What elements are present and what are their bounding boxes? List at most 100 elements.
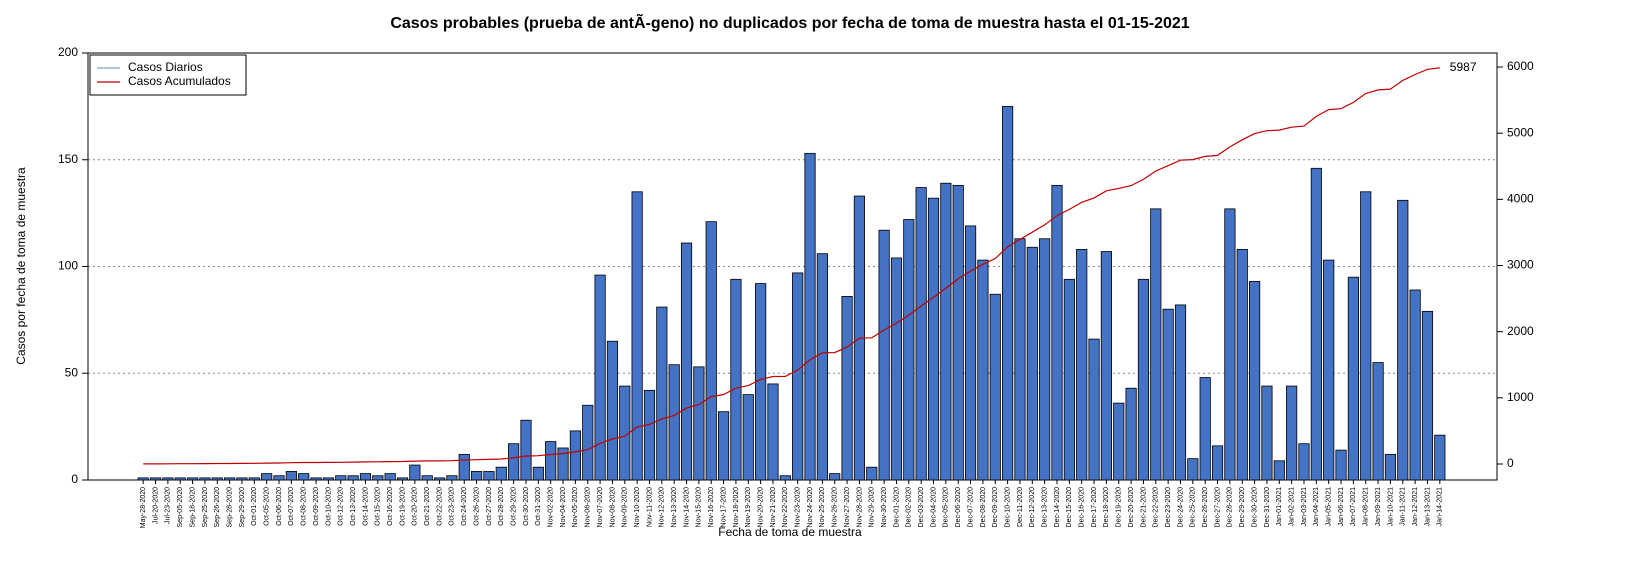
x-tick-label: Dec-05-2020 — [943, 487, 950, 528]
x-tick-label: Dec-26-2020 — [1202, 487, 1209, 528]
x-tick-label: Oct-16-2020 — [387, 487, 394, 526]
x-tick-label: Nov-28-2020 — [856, 487, 863, 528]
bar — [1211, 445, 1224, 481]
bar — [606, 340, 619, 481]
x-tick-label: Nov-25-2020 — [819, 487, 826, 528]
y2-tick-label: 0 — [1507, 456, 1514, 470]
bar — [977, 259, 989, 481]
bar — [631, 191, 643, 481]
x-tick-label: Oct-06-2020 — [276, 487, 283, 526]
x-tick-label: Jan-01-2021 — [1276, 487, 1283, 526]
bar — [866, 466, 878, 481]
x-tick-label: Oct-08-2020 — [301, 487, 308, 526]
bar — [1249, 281, 1261, 481]
bar — [236, 477, 248, 481]
x-tick-label: Jul-23-2020 — [165, 487, 172, 524]
x-tick-label: Jan-12-2021 — [1412, 487, 1419, 526]
x-tick-label: Jan-08-2021 — [1363, 487, 1370, 526]
x-tick-label: Dec-08-2020 — [980, 487, 987, 528]
x-tick-label: Jan-10-2021 — [1387, 487, 1394, 526]
y2-tick-label: 1000 — [1507, 390, 1534, 404]
x-tick-label: Dec-20-2020 — [1128, 487, 1135, 528]
y-tick-label: 100 — [58, 259, 78, 273]
x-tick-label: Nov-06-2020 — [585, 487, 592, 528]
bar — [1039, 238, 1051, 481]
x-tick-label: Nov-07-2020 — [597, 487, 604, 528]
y2-tick-label: 5000 — [1507, 125, 1534, 139]
x-tick-label: Nov-18-2020 — [733, 487, 740, 528]
y2-tick-label: 2000 — [1507, 324, 1534, 338]
bar — [730, 278, 742, 481]
x-tick-label: Nov-11-2020 — [646, 487, 653, 527]
x-tick-label: Dec-01-2020 — [893, 487, 900, 528]
bar — [199, 477, 211, 481]
x-tick-label: Jan-05-2021 — [1326, 487, 1333, 526]
bar — [1014, 238, 1026, 481]
bar — [779, 475, 791, 481]
bar — [1261, 385, 1273, 481]
x-tick-label: Dec-07-2020 — [967, 487, 974, 528]
legend-box — [89, 54, 247, 96]
bar — [1273, 460, 1285, 481]
chart-title: Casos probables (prueba de antÃ-geno) no… — [390, 12, 1189, 32]
bar — [804, 152, 816, 481]
bar — [890, 257, 903, 481]
bar — [668, 364, 680, 481]
bar — [458, 453, 470, 481]
bar — [989, 293, 1001, 481]
bar — [347, 475, 359, 481]
x-tick-label: Jan-09-2021 — [1375, 487, 1382, 526]
end-label: 5987 — [1450, 60, 1477, 74]
bar — [372, 475, 384, 481]
bar — [1174, 304, 1187, 481]
bar — [1347, 276, 1359, 481]
bar — [162, 477, 174, 481]
x-tick-label: Oct-21-2020 — [424, 487, 431, 526]
x-tick-label: Nov-23-2020 — [795, 487, 802, 528]
bar — [433, 477, 446, 481]
x-tick-label: Nov-02-2020 — [548, 487, 555, 528]
bar — [705, 221, 717, 481]
bar — [384, 473, 396, 481]
bar — [273, 475, 285, 481]
bar — [1187, 458, 1199, 481]
x-tick-label: Nov-24-2020 — [807, 487, 814, 528]
x-tick-label: Dec-19-2020 — [1116, 487, 1123, 528]
bar — [495, 466, 507, 481]
x-tick-label: Jan-02-2021 — [1288, 487, 1295, 526]
x-tick-label: Nov-17-2020 — [720, 487, 727, 528]
bar — [841, 295, 853, 481]
x-tick-label: May-28-2020 — [140, 487, 147, 528]
bar — [1100, 251, 1112, 481]
bar — [1026, 246, 1038, 481]
bar — [421, 475, 433, 481]
x-tick-label: Dec-12-2020 — [1029, 487, 1036, 528]
x-tick-label: Dec-18-2020 — [1103, 487, 1110, 528]
bar — [1002, 105, 1014, 481]
x-tick-label: Nov-30-2020 — [881, 487, 888, 528]
bar — [1384, 453, 1397, 481]
bar — [557, 447, 569, 481]
bar — [1298, 443, 1310, 481]
y-tick-label: 50 — [65, 365, 79, 379]
x-tick-label: Jan-06-2021 — [1338, 487, 1345, 526]
bar — [1372, 362, 1384, 481]
x-tick-label: Nov-20-2020 — [757, 487, 764, 528]
bar — [1113, 402, 1125, 481]
bar — [174, 477, 186, 481]
x-tick-label: Dec-13-2020 — [1041, 487, 1048, 528]
x-tick-label: Dec-03-2020 — [918, 487, 925, 528]
cumulative-line — [143, 67, 1440, 465]
bar — [532, 466, 544, 481]
x-axis-title: Fecha de toma de muestra — [718, 525, 862, 539]
x-tick-label: Dec-22-2020 — [1153, 487, 1160, 528]
x-tick-label: Sep-18-2020 — [189, 487, 196, 528]
x-tick-label: Oct-31-2020 — [535, 487, 542, 526]
bar — [1224, 208, 1236, 481]
x-tick-label: Oct-26-2020 — [473, 487, 480, 526]
bar — [1063, 278, 1075, 481]
bar — [149, 477, 162, 481]
bar — [471, 471, 483, 481]
bar — [742, 394, 754, 481]
x-tick-label: Oct-20-2020 — [412, 487, 419, 526]
